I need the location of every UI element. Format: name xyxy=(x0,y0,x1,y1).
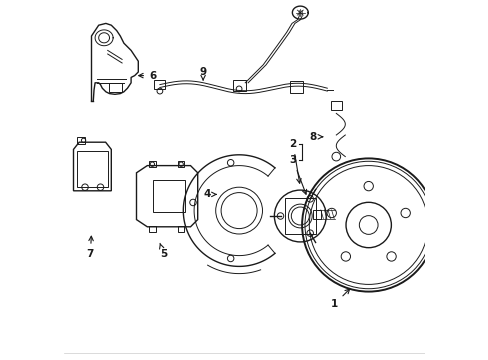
Text: 8: 8 xyxy=(308,132,322,142)
Text: 5: 5 xyxy=(159,243,167,259)
Text: 3: 3 xyxy=(289,155,306,194)
Text: 7: 7 xyxy=(86,236,94,259)
Text: 2: 2 xyxy=(289,139,301,183)
Text: 1: 1 xyxy=(330,289,349,309)
Text: 4: 4 xyxy=(203,189,216,199)
Text: 9: 9 xyxy=(199,67,206,80)
Text: 6: 6 xyxy=(139,71,156,81)
